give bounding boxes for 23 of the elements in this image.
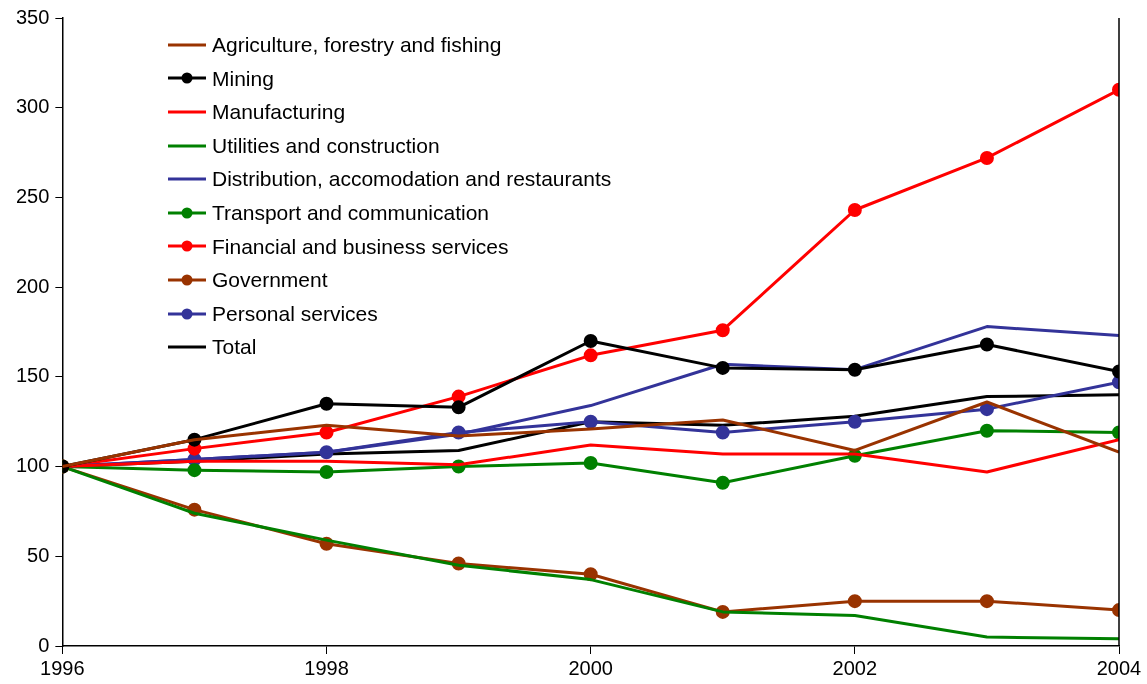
legend-label: Manufacturing [212, 99, 346, 126]
y-tick-label: 0 [38, 633, 50, 656]
legend-label: Utilities and construction [212, 132, 440, 159]
legend-label: Agriculture, forestry and fishing [212, 32, 502, 58]
x-tick-label: 1998 [304, 656, 349, 679]
x-tick-label: 2000 [568, 656, 613, 679]
y-tick-label: 150 [15, 364, 50, 387]
legend-label: Personal services [212, 300, 378, 327]
y-tick-label: 200 [15, 274, 50, 297]
y-tick-label: 50 [27, 543, 50, 566]
y-tick-label: 100 [15, 454, 50, 477]
legend-label: Transport and communication [212, 199, 490, 226]
legend-label: Mining [212, 65, 274, 92]
legend-label: Government [212, 267, 328, 294]
legend-label: Financial and business services [212, 233, 509, 260]
x-tick-label: 2004 [1096, 656, 1142, 679]
x-tick-label: 2002 [832, 656, 878, 679]
legend-label: Distribution, accomodation and restaurants [212, 166, 612, 193]
y-tick-label: 300 [15, 95, 50, 118]
y-tick-label: 250 [15, 184, 50, 207]
legend-label: Total [212, 334, 257, 361]
x-tick-label: 1996 [40, 656, 85, 679]
y-tick-label: 350 [15, 5, 50, 28]
